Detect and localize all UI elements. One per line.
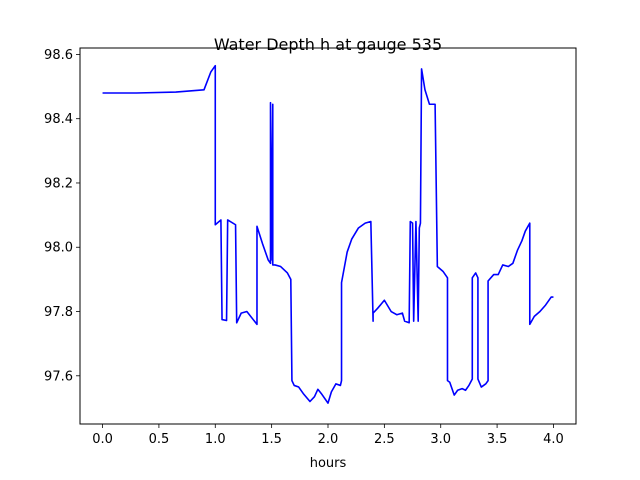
y-tick-label: 97.8 <box>44 305 73 320</box>
y-tick-label: 98.2 <box>44 176 73 191</box>
series-line-0 <box>102 64 554 404</box>
x-tick-label: 3.0 <box>430 432 451 447</box>
x-tick-label: 0.0 <box>92 432 113 447</box>
x-tick-label: 2.5 <box>374 432 395 447</box>
y-tick-label: 98.0 <box>44 241 73 256</box>
y-tick-label: 97.6 <box>44 369 73 384</box>
x-tick-label: 0.5 <box>149 432 170 447</box>
x-tick-label: 1.0 <box>205 432 226 447</box>
x-axis-label: hours <box>310 456 347 471</box>
x-tick-label: 2.0 <box>318 432 339 447</box>
y-tick-label: 98.6 <box>44 48 73 63</box>
x-tick-label: 3.5 <box>487 432 508 447</box>
chart-title: Water Depth h at gauge 535 <box>214 35 442 54</box>
x-tick-label: 1.5 <box>261 432 282 447</box>
x-tick-label: 4.0 <box>543 432 564 447</box>
y-tick-label: 98.4 <box>44 112 73 127</box>
plot-frame <box>79 47 577 425</box>
